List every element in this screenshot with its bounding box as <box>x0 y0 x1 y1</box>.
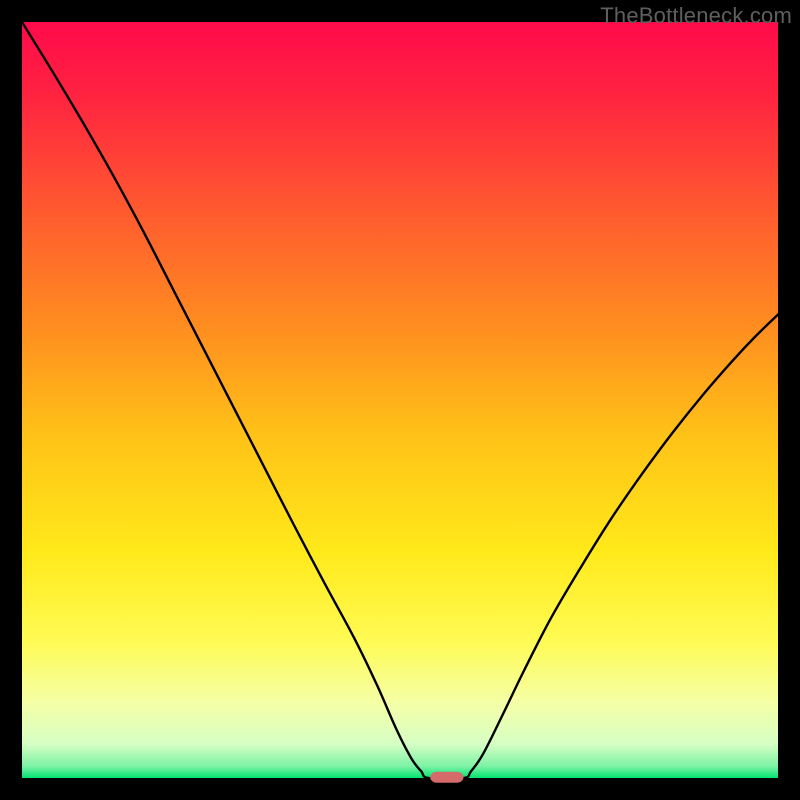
bottleneck-chart-svg <box>0 0 800 800</box>
chart-stage: TheBottleneck.com <box>0 0 800 800</box>
attribution-label: TheBottleneck.com <box>600 3 792 29</box>
minimum-marker <box>430 772 463 783</box>
plot-area <box>22 22 778 778</box>
